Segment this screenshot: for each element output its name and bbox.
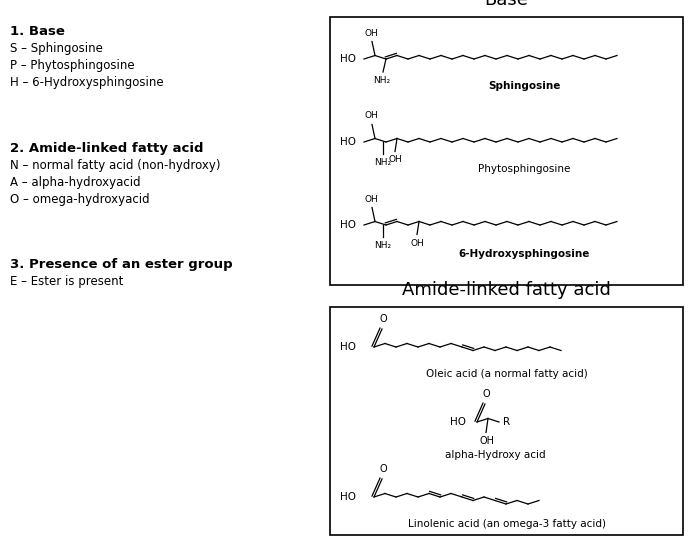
Text: NH₂: NH₂ — [374, 76, 391, 85]
Text: O – omega-hydroxyacid: O – omega-hydroxyacid — [10, 193, 150, 206]
Text: OH: OH — [480, 436, 495, 447]
Text: R: R — [503, 417, 510, 427]
Text: OH: OH — [388, 156, 402, 165]
Text: HO: HO — [340, 220, 356, 230]
Text: H – 6-Hydroxysphingosine: H – 6-Hydroxysphingosine — [10, 76, 164, 89]
Text: alpha-Hydroxy acid: alpha-Hydroxy acid — [445, 450, 545, 460]
Text: O: O — [482, 389, 490, 399]
Text: OH: OH — [364, 111, 378, 120]
Text: Linolenic acid (an omega-3 fatty acid): Linolenic acid (an omega-3 fatty acid) — [407, 519, 606, 529]
Text: OH: OH — [364, 194, 378, 204]
Text: O: O — [379, 464, 387, 474]
Text: Oleic acid (a normal fatty acid): Oleic acid (a normal fatty acid) — [426, 369, 588, 379]
Bar — [330, 17, 683, 285]
Text: HO: HO — [340, 137, 356, 147]
Text: 2. Amide-linked fatty acid: 2. Amide-linked fatty acid — [10, 142, 204, 155]
Text: S – Sphingosine: S – Sphingosine — [10, 42, 103, 55]
Bar — [330, 307, 683, 535]
Text: HO: HO — [340, 492, 356, 502]
Text: Base: Base — [484, 0, 529, 9]
Text: A – alpha-hydroxyacid: A – alpha-hydroxyacid — [10, 176, 141, 189]
Text: Sphingosine: Sphingosine — [488, 81, 561, 91]
Text: 3. Presence of an ester group: 3. Presence of an ester group — [10, 258, 233, 271]
Text: NH₂: NH₂ — [374, 241, 392, 250]
Text: OH: OH — [364, 29, 378, 37]
Text: HO: HO — [340, 342, 356, 352]
Text: P – Phytosphingosine: P – Phytosphingosine — [10, 59, 134, 72]
Text: 1. Base: 1. Base — [10, 25, 65, 38]
Text: NH₂: NH₂ — [374, 158, 392, 167]
Text: Amide-linked fatty acid: Amide-linked fatty acid — [402, 281, 611, 299]
Text: 6-Hydroxysphingosine: 6-Hydroxysphingosine — [459, 249, 590, 259]
Text: OH: OH — [410, 239, 424, 247]
Text: HO: HO — [450, 417, 466, 427]
Text: HO: HO — [340, 54, 356, 64]
Text: Phytosphingosine: Phytosphingosine — [478, 164, 570, 174]
Text: E – Ester is present: E – Ester is present — [10, 275, 123, 288]
Text: N – normal fatty acid (non-hydroxy): N – normal fatty acid (non-hydroxy) — [10, 159, 220, 172]
Text: O: O — [379, 314, 387, 324]
